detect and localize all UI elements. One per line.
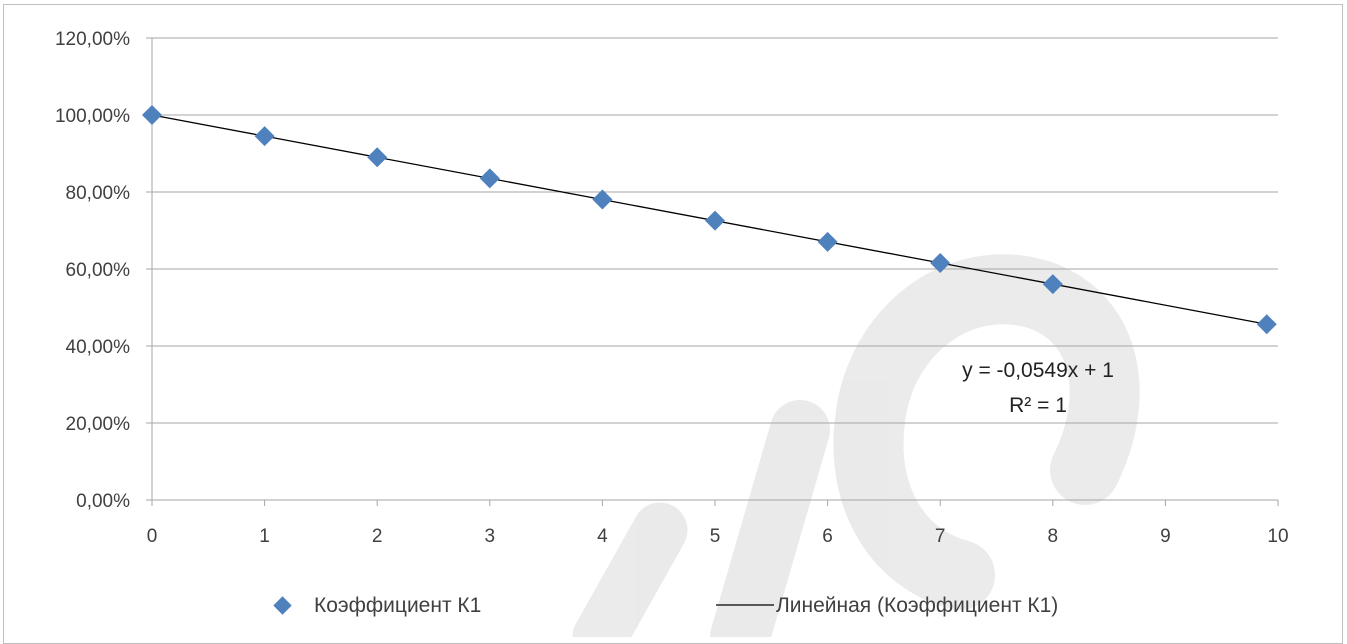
- watermark: [572, 254, 1140, 637]
- x-tick-label: 2: [372, 526, 383, 547]
- y-tick-label: 0,00%: [76, 491, 130, 512]
- y-tick-label: 40,00%: [66, 337, 131, 358]
- x-tick-label: 9: [1160, 526, 1171, 547]
- x-tick-label: 7: [935, 526, 946, 547]
- data-point: [1256, 314, 1277, 335]
- x-tick-label: 10: [1267, 526, 1288, 547]
- legend-item-trendline: Линейная (Коэффициент К1): [716, 594, 1058, 617]
- x-tick-label: 3: [485, 526, 496, 547]
- legend-trendline-label: Линейная (Коэффициент К1): [776, 594, 1058, 617]
- x-tick-label: 0: [147, 526, 158, 547]
- legend-series-label: Коэффициент К1: [314, 594, 481, 617]
- data-point: [592, 189, 613, 210]
- watermark-arc: [833, 254, 1140, 610]
- grid: [152, 37, 1278, 424]
- watermark-stroke: [710, 400, 830, 637]
- series-points: [142, 105, 1277, 335]
- x-tick-label: 8: [1048, 526, 1059, 547]
- trend-equation-label: y = -0,0549x + 1: [962, 359, 1114, 382]
- watermark-stroke-2: [572, 502, 688, 637]
- chart-frame: [3, 4, 1343, 644]
- data-point: [705, 210, 725, 231]
- x-tick-label: 4: [597, 526, 608, 547]
- x-tick-label: 5: [710, 526, 721, 547]
- legend: Коэффициент К1 Линейная (Коэффициент К1): [273, 594, 1058, 617]
- y-tick-label: 100,00%: [55, 106, 130, 127]
- x-tick-labels: 0 1 2 3 4 5 6 7 8 9 10: [147, 526, 1289, 547]
- data-point: [479, 168, 500, 189]
- trend-r2-label: R² = 1: [1009, 394, 1067, 417]
- axes: [146, 37, 1279, 506]
- legend-item-series: Коэффициент К1: [273, 594, 481, 617]
- data-point: [930, 252, 951, 273]
- y-tick-labels: 0,00% 20,00% 40,00% 60,00% 80,00% 100,00% 120,…: [55, 29, 130, 512]
- data-point: [1042, 274, 1063, 295]
- y-tick-label: 120,00%: [55, 29, 130, 50]
- data-point: [367, 147, 388, 168]
- x-tick-label: 1: [259, 526, 270, 547]
- trend-equation: y = -0,0549x + 1 R² = 1: [962, 359, 1114, 417]
- x-tick-label: 6: [822, 526, 833, 547]
- y-tick-label: 80,00%: [66, 183, 131, 204]
- data-point: [254, 126, 275, 147]
- y-tick-label: 60,00%: [66, 260, 131, 281]
- data-point: [142, 105, 162, 125]
- y-tick-label: 20,00%: [66, 414, 131, 435]
- data-point: [817, 231, 838, 252]
- legend-diamond-marker: [273, 596, 292, 615]
